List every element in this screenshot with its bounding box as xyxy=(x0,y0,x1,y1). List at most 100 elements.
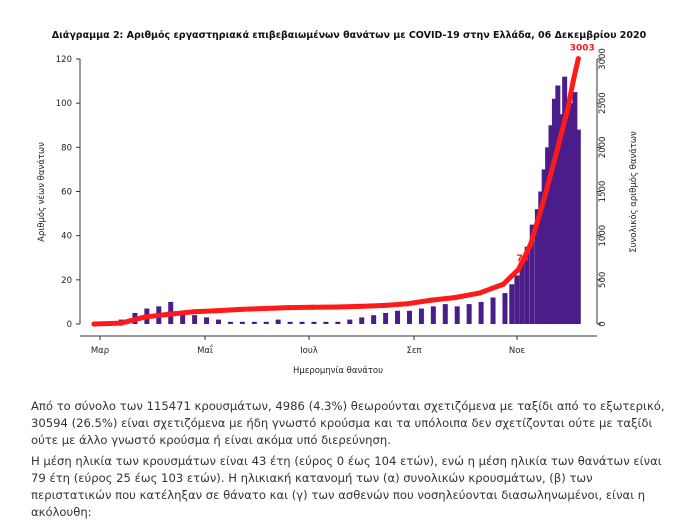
cumulative-point xyxy=(570,78,576,84)
y2-tick-label: 2500 xyxy=(598,92,608,114)
cumulative-point xyxy=(118,320,124,326)
deaths-bar xyxy=(545,147,551,324)
y-tick-label: 100 xyxy=(56,99,72,109)
deaths-bar xyxy=(192,315,198,324)
deaths-bar xyxy=(180,310,186,324)
deaths-bar xyxy=(287,321,293,324)
cumulative-point xyxy=(516,266,522,272)
deaths-bar xyxy=(509,284,515,324)
line-annotation: 75 xyxy=(516,254,529,264)
y-tick-label: 120 xyxy=(56,55,72,65)
deaths-bar xyxy=(575,129,581,324)
deaths-bar xyxy=(311,321,317,324)
y2-tick-label: 2000 xyxy=(598,137,608,159)
deaths-bar xyxy=(454,306,460,324)
x-tick-label: Σεπ xyxy=(406,346,421,356)
deaths-bar xyxy=(299,321,305,324)
deaths-bar xyxy=(538,191,544,324)
deaths-bar xyxy=(371,315,377,324)
cumulative-point xyxy=(539,202,546,208)
cumulative-line-path xyxy=(91,56,581,327)
deaths-bar xyxy=(555,85,561,324)
cumulative-point xyxy=(558,131,564,137)
deaths-bar xyxy=(275,319,281,324)
deaths-bar xyxy=(239,321,245,324)
deaths-bar xyxy=(562,76,568,325)
deaths-bar xyxy=(478,301,484,324)
x-tick-label: Νοε xyxy=(509,346,526,356)
deaths-bar xyxy=(529,224,535,324)
deaths-bar xyxy=(551,98,557,324)
deaths-bar xyxy=(534,209,540,324)
chart-axes xyxy=(76,58,601,340)
deaths-bar xyxy=(572,92,578,324)
deaths-bar xyxy=(204,317,210,324)
y2-tick-label: 500 xyxy=(598,272,608,288)
deaths-bar xyxy=(263,321,269,324)
x-tick-label: Ιουλ xyxy=(300,346,318,356)
deaths-bar xyxy=(359,317,365,324)
paragraph-case-sources: Από το σύνολο των 115471 κρουσμάτων, 498… xyxy=(31,399,665,447)
y2-tick-label: 1500 xyxy=(598,181,608,203)
deaths-bar xyxy=(383,312,389,324)
cumulative-point xyxy=(333,304,339,310)
x-tick-label: Μαΐ xyxy=(197,344,213,356)
line-annotation: 3003 xyxy=(570,44,595,54)
deaths-bar xyxy=(490,297,496,324)
deaths-bar xyxy=(442,304,448,324)
deaths-bar xyxy=(558,114,564,324)
cumulative-point xyxy=(452,294,459,301)
cumulative-point xyxy=(238,306,244,313)
deaths-bar xyxy=(347,319,353,324)
cumulative-point xyxy=(166,311,172,317)
deaths-bar xyxy=(418,308,424,324)
paragraph-age-distribution: Η μέση ηλικία των κρουσμάτων είναι 43 έτ… xyxy=(31,454,662,519)
deaths-bar xyxy=(541,169,547,324)
deaths-bar xyxy=(519,262,525,324)
deaths-bar xyxy=(514,275,520,324)
deaths-bar xyxy=(251,321,257,324)
cumulative-point xyxy=(527,241,534,248)
y-tick-label: 80 xyxy=(61,143,72,153)
cumulative-point xyxy=(309,304,315,310)
deaths-bar xyxy=(215,319,221,324)
cumulative-point xyxy=(261,305,268,312)
deaths-bar xyxy=(568,103,574,325)
y-tick-label: 60 xyxy=(61,188,72,198)
cumulative-point xyxy=(500,281,506,287)
deaths-bar xyxy=(524,246,530,324)
deaths-bar xyxy=(395,310,401,324)
y2-tick-label: 0 xyxy=(598,321,608,326)
cumulative-point xyxy=(142,314,148,320)
deaths-bar xyxy=(502,293,508,324)
chart-labels: 0 20 40 60 80 100 120 0 500 1000 1500 2000 2500 3000 Μ… xyxy=(36,44,639,376)
deaths-bar xyxy=(548,125,554,324)
cumulative-point xyxy=(214,308,220,314)
y-tick-label: 0 xyxy=(67,320,72,330)
cumulative-point xyxy=(429,297,435,303)
deaths-bar xyxy=(466,304,472,324)
y-tick-label: 20 xyxy=(61,276,72,286)
y2-tick-label: 1000 xyxy=(598,225,608,247)
cumulative-point xyxy=(285,305,291,311)
deaths-bar xyxy=(227,321,233,324)
cumulative-point xyxy=(551,157,558,164)
cumulative-point xyxy=(381,302,387,309)
cumulative-point xyxy=(91,321,97,327)
cumulative-point xyxy=(357,303,363,309)
deaths-bar xyxy=(335,321,341,324)
deaths-chart: 0 20 40 60 80 100 120 0 500 1000 1500 2000 2500 3000 Μ… xyxy=(36,44,639,376)
deaths-bar xyxy=(406,310,412,324)
y-tick-label: 40 xyxy=(61,232,72,242)
cumulative-point xyxy=(476,290,482,296)
chart-title: Διάγραμμα 2: Αριθμός εργαστηριακά επιβεβ… xyxy=(51,30,647,41)
cumulative-point xyxy=(405,301,411,307)
cumulative-point xyxy=(190,309,196,315)
deaths-bar xyxy=(323,321,329,324)
x-axis-title: Ημερομηνία θανάτου xyxy=(293,366,383,376)
y2-tick-label: 3000 xyxy=(598,48,608,70)
cumulative-deaths-line xyxy=(91,56,581,327)
y-axis-title: Αριθμός νέων θανάτων xyxy=(36,142,47,242)
x-tick-label: Μαρ xyxy=(91,346,109,356)
